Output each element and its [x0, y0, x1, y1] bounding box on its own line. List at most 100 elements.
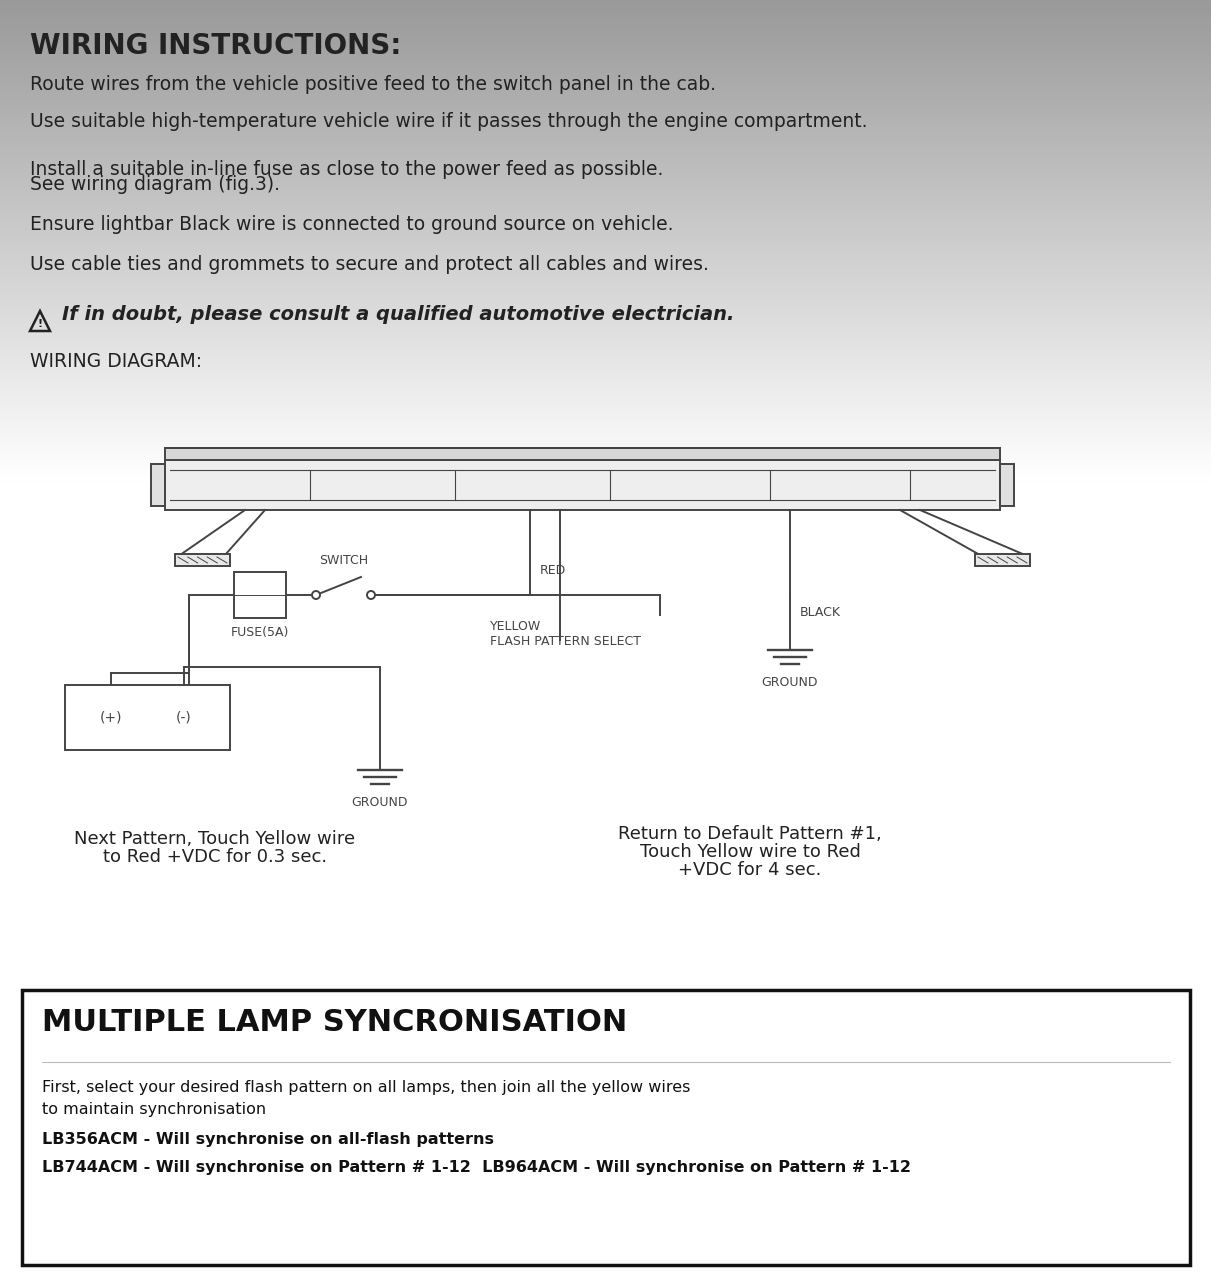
Bar	[0, 448, 1211, 452]
Bar	[0, 192, 1211, 195]
Bar	[0, 264, 1211, 266]
Bar	[234, 572, 286, 618]
Bar	[0, 311, 1211, 315]
Bar	[0, 477, 1211, 480]
Bar	[0, 384, 1211, 387]
Bar	[0, 403, 1211, 406]
Bar	[0, 218, 1211, 220]
Bar	[0, 168, 1211, 170]
Bar	[0, 305, 1211, 307]
Bar	[0, 4, 1211, 8]
Bar	[0, 426, 1211, 430]
Bar	[0, 113, 1211, 115]
Bar	[0, 261, 1211, 264]
Bar	[0, 393, 1211, 396]
Bar	[0, 155, 1211, 159]
Bar	[0, 338, 1211, 340]
Bar	[0, 366, 1211, 370]
Text: !: !	[38, 319, 42, 329]
Bar	[0, 412, 1211, 415]
Bar	[0, 283, 1211, 285]
Bar	[0, 77, 1211, 79]
Bar	[0, 6, 1211, 9]
Bar	[0, 74, 1211, 77]
Bar	[0, 234, 1211, 238]
Bar	[0, 220, 1211, 223]
Bar	[165, 460, 1000, 509]
Bar	[0, 170, 1211, 173]
Text: LB356ACM - Will synchronise on all-flash patterns: LB356ACM - Will synchronise on all-flash…	[42, 1132, 494, 1147]
Bar	[0, 422, 1211, 425]
Bar	[0, 206, 1211, 209]
Text: FUSE(5A): FUSE(5A)	[231, 626, 289, 639]
Bar	[0, 146, 1211, 148]
Text: See wiring diagram (fig.3).: See wiring diagram (fig.3).	[30, 175, 280, 195]
Bar	[0, 228, 1211, 230]
Bar	[0, 439, 1211, 442]
Text: Next Pattern, Touch Yellow wire: Next Pattern, Touch Yellow wire	[74, 829, 356, 847]
Bar	[0, 204, 1211, 206]
Bar	[0, 110, 1211, 113]
Text: to Red +VDC for 0.3 sec.: to Red +VDC for 0.3 sec.	[103, 847, 327, 867]
Bar	[0, 38, 1211, 41]
Bar	[0, 201, 1211, 204]
Bar	[0, 9, 1211, 12]
Bar	[0, 148, 1211, 151]
Bar	[0, 184, 1211, 187]
Text: (+): (+)	[101, 710, 122, 724]
Bar	[0, 132, 1211, 134]
Bar	[0, 212, 1211, 216]
Bar	[0, 116, 1211, 120]
Bar	[0, 91, 1211, 93]
Bar	[0, 321, 1211, 324]
Bar	[0, 420, 1211, 422]
Bar	[0, 424, 1211, 428]
Bar	[0, 316, 1211, 319]
Bar	[0, 42, 1211, 46]
Bar	[0, 365, 1211, 367]
Bar	[0, 292, 1211, 296]
Bar	[0, 223, 1211, 225]
Bar	[0, 436, 1211, 439]
Bar	[0, 83, 1211, 87]
Bar	[0, 371, 1211, 374]
Bar	[0, 269, 1211, 271]
Bar	[0, 445, 1211, 449]
Bar	[0, 86, 1211, 88]
Text: WIRING DIAGRAM:: WIRING DIAGRAM:	[30, 352, 202, 371]
Bar	[0, 138, 1211, 142]
Bar	[0, 374, 1211, 376]
Bar	[0, 122, 1211, 124]
Bar	[975, 554, 1031, 566]
Text: Touch Yellow wire to Red: Touch Yellow wire to Red	[639, 844, 861, 861]
Bar	[0, 335, 1211, 338]
Bar	[0, 52, 1211, 55]
Bar	[0, 278, 1211, 280]
Bar	[0, 108, 1211, 110]
Bar	[0, 470, 1211, 472]
Bar	[0, 237, 1211, 241]
Bar	[0, 352, 1211, 355]
Bar	[0, 398, 1211, 401]
Bar	[0, 396, 1211, 398]
Bar	[0, 434, 1211, 436]
Bar	[0, 72, 1211, 74]
Bar	[0, 266, 1211, 269]
Bar	[0, 369, 1211, 372]
Bar	[0, 26, 1211, 28]
Bar	[0, 239, 1211, 242]
Bar	[165, 448, 1000, 460]
Bar	[0, 174, 1211, 178]
Bar	[0, 360, 1211, 362]
Bar	[0, 36, 1211, 38]
Bar	[0, 40, 1211, 44]
Bar	[0, 401, 1211, 403]
Bar	[0, 129, 1211, 132]
Bar	[0, 415, 1211, 417]
Text: Return to Default Pattern #1,: Return to Default Pattern #1,	[618, 826, 882, 844]
Bar	[0, 326, 1211, 329]
Bar	[0, 33, 1211, 36]
Bar	[0, 256, 1211, 259]
Text: Ensure lightbar Black wire is connected to ground source on vehicle.: Ensure lightbar Black wire is connected …	[30, 215, 673, 234]
Bar	[0, 340, 1211, 343]
